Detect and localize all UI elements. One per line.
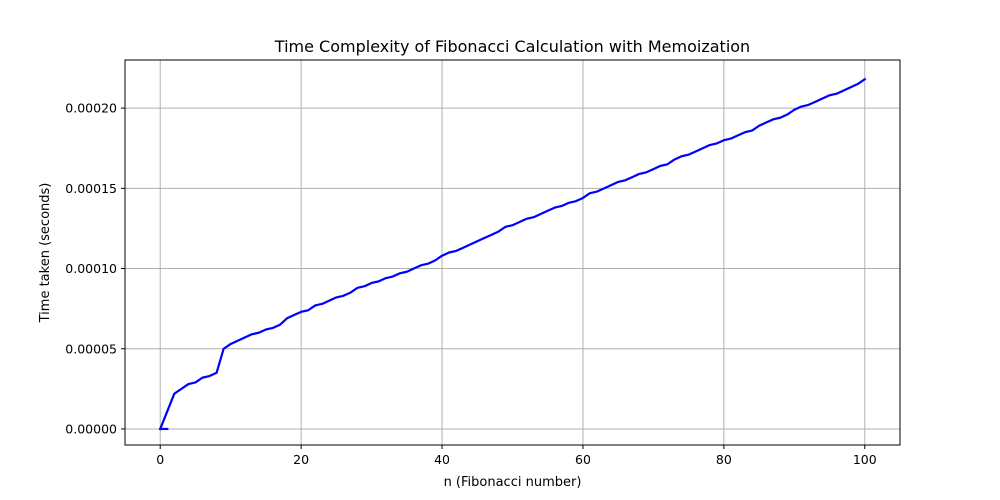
x-tick-label: 60 xyxy=(575,452,591,467)
y-tick-label: 0.00010 xyxy=(65,261,117,276)
series-layer xyxy=(158,77,867,431)
x-tick-label: 80 xyxy=(716,452,732,467)
plot-frame xyxy=(124,59,901,446)
y-tick-label: 0.00005 xyxy=(65,341,117,356)
x-tick-label: 40 xyxy=(434,452,450,467)
y-axis-ticks: 0.00000 0.00005 0.00010 0.00015 0.00020 xyxy=(65,101,125,436)
x-tick-label: 20 xyxy=(293,452,309,467)
y-tick-label: 0.00000 xyxy=(65,421,117,436)
y-axis-label: Time taken (seconds) xyxy=(38,183,53,324)
series-line xyxy=(158,77,867,431)
x-axis-label: n (Fibonacci number) xyxy=(444,475,582,490)
x-tick-label: 100 xyxy=(853,452,877,467)
x-tick-label: 0 xyxy=(156,452,164,467)
grid-lines xyxy=(125,60,900,445)
y-tick-label: 0.00015 xyxy=(65,181,117,196)
chart-title: Time Complexity of Fibonacci Calculation… xyxy=(274,37,750,56)
x-axis-ticks: 0 20 40 60 80 100 xyxy=(156,445,877,467)
y-tick-label: 0.00020 xyxy=(65,101,117,116)
